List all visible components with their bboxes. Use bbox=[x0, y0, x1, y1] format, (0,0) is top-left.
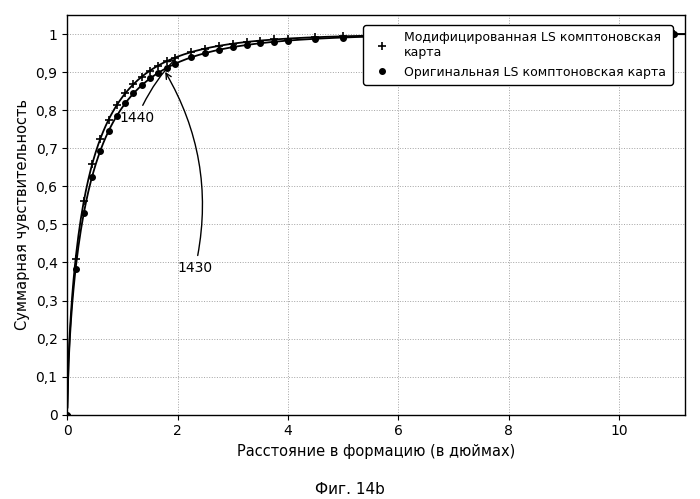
Оригинальная LS комптоновская карта bbox=[201, 50, 209, 56]
Text: 1440: 1440 bbox=[120, 60, 174, 125]
Модифицированная LS комптоновская
карта bbox=[228, 41, 237, 47]
Модифицированная LS комптоновская
карта bbox=[477, 31, 485, 37]
Line: Оригинальная LS комптоновская карта: Оригинальная LS комптоновская карта bbox=[64, 31, 677, 418]
Оригинальная LS комптоновская карта bbox=[171, 61, 179, 67]
Text: 1430: 1430 bbox=[166, 73, 213, 275]
Оригинальная LS комптоновская карта bbox=[80, 210, 88, 216]
Модифицированная LS комптоновская
карта bbox=[642, 31, 650, 37]
Text: Фиг. 14b: Фиг. 14b bbox=[315, 482, 385, 497]
Оригинальная LS комптоновская карта bbox=[121, 100, 130, 106]
Оригинальная LS комптоновская карта bbox=[146, 75, 154, 81]
Оригинальная LS комптоновская карта bbox=[154, 70, 162, 76]
Модифицированная LS комптоновская
карта bbox=[146, 68, 154, 74]
Модифицированная LS комптоновская
карта bbox=[63, 412, 71, 418]
Модифицированная LS комптоновская
карта bbox=[532, 31, 540, 37]
Оригинальная LS комптоновская карта bbox=[477, 32, 485, 38]
Оригинальная LS комптоновская карта bbox=[162, 65, 171, 71]
Модифицированная LS комптоновская
карта bbox=[284, 35, 292, 41]
Модифицированная LS комптоновская
карта bbox=[242, 39, 251, 45]
Модифицированная LS комптоновская
карта bbox=[366, 32, 375, 38]
Модифицированная LS комптоновская
карта bbox=[88, 162, 97, 168]
Оригинальная LS комптоновская карта bbox=[228, 44, 237, 50]
Оригинальная LS комптоновская карта bbox=[642, 31, 650, 37]
Оригинальная LS комптоновская карта bbox=[532, 31, 540, 37]
Модифицированная LS комптоновская
карта bbox=[130, 81, 138, 87]
Оригинальная LS комптоновская карта bbox=[113, 113, 121, 119]
Модифицированная LS комптоновская
карта bbox=[270, 36, 279, 42]
Оригинальная LS комптоновская карта bbox=[670, 31, 678, 37]
Оригинальная LS комптоновская карта bbox=[137, 82, 146, 88]
Модифицированная LS комптоновская
карта bbox=[137, 74, 146, 80]
Оригинальная LS комптоновская карта bbox=[88, 174, 97, 180]
X-axis label: Расстояние в формацию (в дюймах): Расстояние в формацию (в дюймах) bbox=[237, 444, 515, 459]
Модифицированная LS комптоновская
карта bbox=[559, 31, 568, 37]
Оригинальная LS комптоновская карта bbox=[504, 32, 512, 38]
Line: Модифицированная LS комптоновская
карта: Модифицированная LS комптоновская карта bbox=[63, 30, 678, 419]
Оригинальная LS комптоновская карта bbox=[421, 32, 430, 38]
Оригинальная LS комптоновская карта bbox=[394, 33, 402, 39]
Модифицированная LS комптоновская
карта bbox=[394, 32, 402, 38]
Оригинальная LS комптоновская карта bbox=[559, 31, 568, 37]
Оригинальная LS комптоновская карта bbox=[104, 128, 113, 134]
Модифицированная LS комптоновская
карта bbox=[171, 55, 179, 61]
Модифицированная LS комптоновская
карта bbox=[187, 49, 195, 55]
Оригинальная LS комптоновская карта bbox=[187, 54, 195, 60]
Оригинальная LS комптоновская карта bbox=[615, 31, 623, 37]
Модифицированная LS комптоновская
карта bbox=[121, 90, 130, 96]
Модифицированная LS комптоновская
карта bbox=[312, 34, 320, 40]
Модифицированная LS комптоновская
карта bbox=[421, 32, 430, 38]
Модифицированная LS комптоновская
карта bbox=[339, 33, 347, 39]
Оригинальная LS комптоновская карта bbox=[71, 266, 80, 272]
Оригинальная LS комптоновская карта bbox=[312, 36, 320, 42]
Оригинальная LS комптоновская карта bbox=[256, 40, 265, 46]
Оригинальная LS комптоновская карта bbox=[270, 39, 279, 45]
Модифицированная LS комптоновская
карта bbox=[71, 256, 80, 262]
Модифицированная LS комптоновская
карта bbox=[587, 31, 596, 37]
Модифицированная LS комптоновская
карта bbox=[104, 117, 113, 123]
Оригинальная LS комптоновская карта bbox=[63, 412, 71, 418]
Модифицированная LS комптоновская
карта bbox=[162, 58, 171, 64]
Оригинальная LS комптоновская карта bbox=[130, 90, 138, 96]
Модифицированная LS комптоновская
карта bbox=[504, 31, 512, 37]
Оригинальная LS комптоновская карта bbox=[215, 47, 223, 53]
Модифицированная LS комптоновская
карта bbox=[449, 32, 458, 38]
Y-axis label: Суммарная чувствительность: Суммарная чувствительность bbox=[15, 99, 30, 330]
Оригинальная LS комптоновская карта bbox=[96, 148, 104, 154]
Модифицированная LS комптоновская
карта bbox=[256, 37, 265, 43]
Модифицированная LS комптоновская
карта bbox=[113, 102, 121, 108]
Оригинальная LS комптоновская карта bbox=[587, 31, 596, 37]
Оригинальная LS комптоновская карта bbox=[242, 42, 251, 48]
Модифицированная LS комптоновская
карта bbox=[670, 31, 678, 37]
Модифицированная LS комптоновская
карта bbox=[215, 43, 223, 49]
Оригинальная LS комптоновская карта bbox=[449, 32, 458, 38]
Модифицированная LS комптоновская
карта bbox=[154, 62, 162, 68]
Модифицированная LS комптоновская
карта bbox=[615, 31, 623, 37]
Модифицированная LS комптоновская
карта bbox=[80, 198, 88, 204]
Оригинальная LS комптоновская карта bbox=[339, 34, 347, 40]
Оригинальная LS комптоновская карта bbox=[366, 33, 375, 39]
Модифицированная LS комптоновская
карта bbox=[96, 136, 104, 142]
Модифицированная LS комптоновская
карта bbox=[201, 45, 209, 51]
Оригинальная LS комптоновская карта bbox=[284, 37, 292, 43]
Legend: Модифицированная LS комптоновская
карта, Оригинальная LS комптоновская карта: Модифицированная LS комптоновская карта,… bbox=[363, 25, 673, 85]
